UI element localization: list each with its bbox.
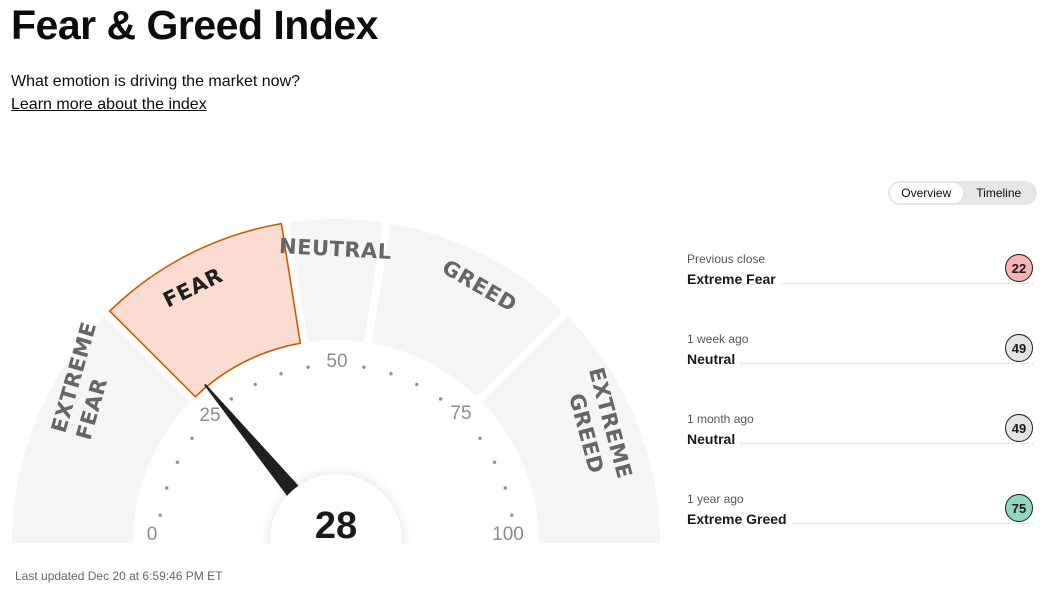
history-dotted-leader [741,442,1033,444]
history-badge: 22 [1005,254,1033,282]
history-caption: 1 year ago [687,492,744,506]
history-dotted-leader [792,522,1033,524]
tick-label-100: 100 [492,524,524,545]
history-caption: 1 week ago [687,332,749,346]
gauge-zones [12,219,660,543]
history-label: Extreme Fear [687,271,782,287]
history-dotted-leader [781,282,1033,284]
tick-label-75: 75 [450,403,471,424]
history-badge: 49 [1005,414,1033,442]
learn-more-link[interactable]: Learn more about the index [11,96,207,113]
gauge-needle [204,384,305,503]
tick-label-0: 0 [147,524,158,545]
gauge-scale-dot [253,382,257,387]
score-value: 28 [315,505,357,547]
gauge-scale-dot [510,513,514,517]
tick-label-25: 25 [199,405,220,426]
gauge-scale-dot [165,486,169,490]
gauge-scale-dot [389,372,393,376]
history-list: Previous close Extreme Fear 22 1 week ag… [687,252,1033,572]
gauge-needle-group [204,384,305,503]
gauge-scale-dot [478,436,482,441]
history-label: Neutral [687,431,742,447]
gauge-dots [158,365,514,517]
gauge-zone-fear [108,222,302,398]
gauge-scale-dot [306,365,310,369]
page-title: Fear & Greed Index [11,2,378,48]
history-label: Extreme Greed [687,511,793,527]
history-row-1-week-ago: 1 week ago Neutral 49 [687,332,1033,412]
history-row-previous-close: Previous close Extreme Fear 22 [687,252,1033,332]
gauge-scale-dot [229,397,234,401]
tick-label-50: 50 [326,351,347,372]
history-badge: 49 [1005,334,1033,362]
fear-greed-gauge: EXTREME FEAR FEAR NEUTRAL GREED EXTREME … [12,219,660,560]
gauge-scale-dot [492,460,497,464]
page-subtitle: What emotion is driving the market now? [11,73,301,90]
tab-timeline[interactable]: Timeline [976,186,1022,200]
gauge-scale-dot [279,372,283,376]
gauge-tick-labels: 0 25 50 75 100 [147,351,524,545]
gauge-zone-extreme-greed [482,316,660,543]
last-updated: Last updated Dec 20 at 6:59:46 PM ET [15,569,223,583]
history-row-1-year-ago: 1 year ago Extreme Greed 75 [687,492,1033,572]
tab-overview[interactable]: Overview [890,183,963,203]
score-hub [270,474,402,560]
gauge-scale-dot [415,382,419,387]
history-label: Neutral [687,351,742,367]
gauge-zone-greed [371,223,563,397]
history-caption: Previous close [687,252,766,266]
gauge-scale-dot [503,486,507,490]
history-row-1-month-ago: 1 month ago Neutral 49 [687,412,1033,492]
gauge-scale-dot [438,397,443,401]
gauge-scale-dot [175,460,180,464]
gauge-scale-dot [190,436,194,441]
gauge-scale-dot [362,365,366,369]
history-dotted-leader [741,362,1033,364]
gauge-zone-neutral [289,219,383,342]
history-badge: 75 [1005,494,1033,522]
view-toggle: Overview Timeline [888,181,1037,205]
gauge-scale-dot [158,513,162,517]
history-caption: 1 month ago [687,412,754,426]
gauge-zone-extreme-fear [12,316,190,543]
zone-label-neutral: NEUTRAL [279,234,393,264]
